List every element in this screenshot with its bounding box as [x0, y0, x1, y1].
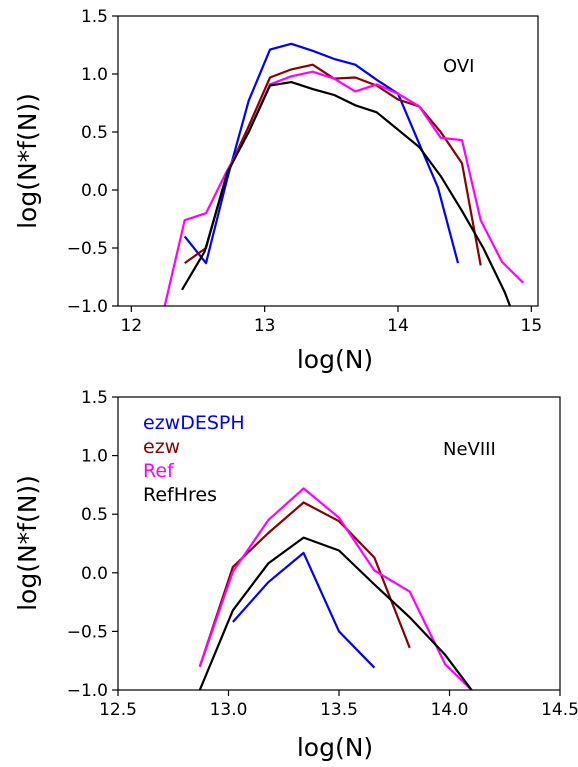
x-tick-label: 14 — [387, 316, 409, 336]
x-tick-label: 14.5 — [541, 700, 578, 720]
series-line-refhres — [181, 80, 512, 306]
x-tick-label: 13.5 — [320, 700, 358, 720]
y-tick-label: −0.5 — [67, 622, 108, 642]
x-tick-label: 15 — [521, 316, 543, 336]
y-axis-label: log(N*f(N)) — [13, 93, 42, 229]
y-tick-label: 1.5 — [81, 388, 108, 408]
y-tick-label: 0.0 — [81, 564, 108, 584]
x-tick-label: 14.0 — [431, 700, 469, 720]
legend-entry-ref: Ref — [143, 460, 175, 482]
x-axis-label: log(N) — [297, 733, 373, 762]
series-line-ref — [198, 487, 473, 690]
legend-entry-ezwdesph: ezwDESPH — [143, 412, 245, 434]
series-line-ref — [163, 70, 525, 306]
legend-entry-refhres: RefHres — [143, 484, 217, 506]
series-line-ezwdesph — [232, 551, 376, 669]
series-line-refhres — [198, 536, 473, 690]
legend-entry-ezw: ezw — [143, 436, 180, 458]
neviii-panel: 12.5 13.0 13.5 14.0 14.5 −1.0 −0.5 0.0 0.5 1.0 1.5… — [13, 388, 578, 762]
y-tick-label: 1.0 — [81, 65, 108, 85]
ovi-panel: 12 13 14 15−1.0−0.50.00.51.01.5 OVI log(N) … — [13, 7, 542, 374]
y-tick-label: 0.5 — [81, 505, 108, 525]
y-tick-label: −1.0 — [67, 681, 108, 701]
x-tick-label: 13 — [254, 316, 276, 336]
y-axis-label: log(N*f(N)) — [13, 475, 42, 611]
y-tick-label: 1.0 — [81, 447, 108, 467]
plot-frame — [117, 15, 539, 307]
x-tick-label: 13.0 — [210, 700, 248, 720]
y-tick-label: 0.5 — [81, 123, 108, 143]
x-axis-label: log(N) — [297, 345, 373, 374]
panel-annotation: NeVIII — [443, 439, 496, 460]
series-line-ezwdesph — [183, 42, 460, 265]
y-tick-label: 0.0 — [81, 181, 108, 201]
x-tick-label: 12.5 — [99, 700, 137, 720]
series-line-ezw — [198, 501, 411, 667]
y-tick-label: −0.5 — [67, 239, 108, 259]
panel-annotation: OVI — [443, 56, 474, 77]
x-tick-label: 12 — [121, 316, 143, 336]
y-tick-label: −1.0 — [67, 297, 108, 317]
y-tick-label: 1.5 — [81, 7, 108, 27]
